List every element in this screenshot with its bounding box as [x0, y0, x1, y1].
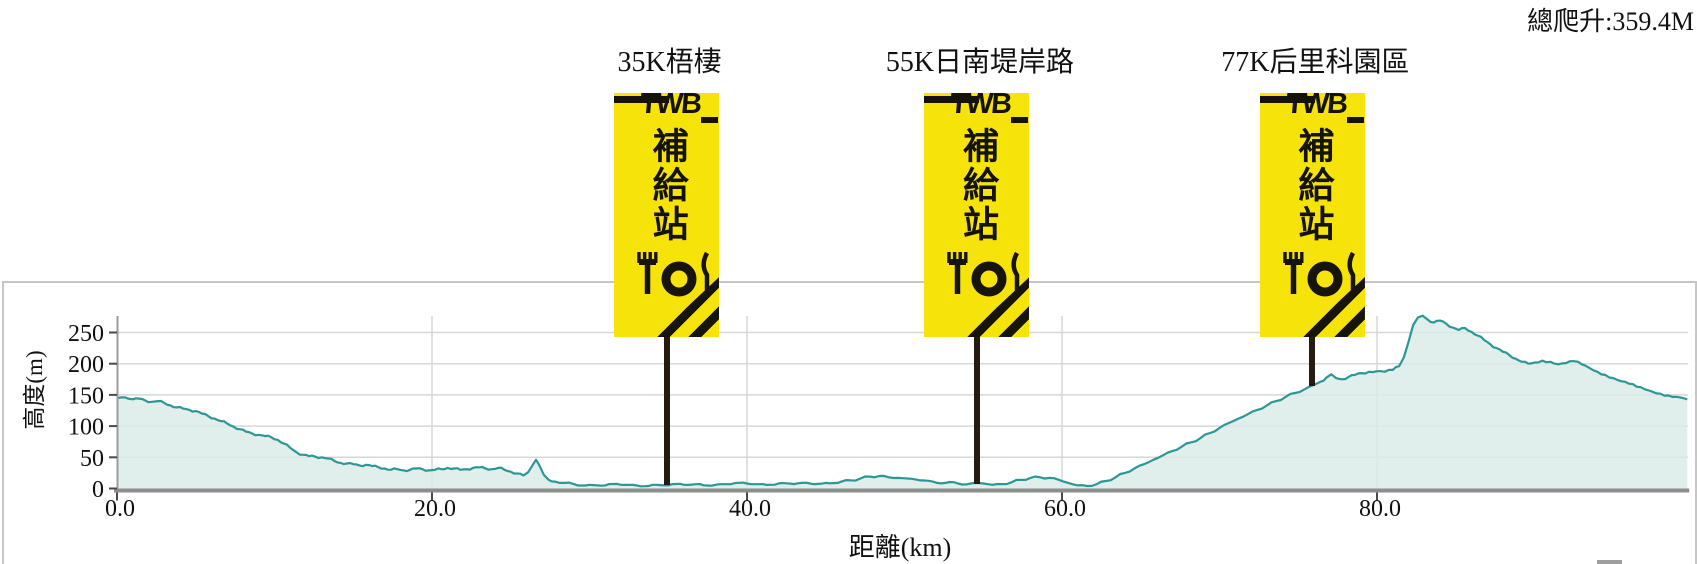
elevation-area-fill: [117, 315, 1688, 490]
station-label-35k: 35K梧棲: [617, 47, 722, 78]
supply-station-banner: TWB 補給站: [614, 88, 720, 337]
supply-station-text: 補給站: [956, 127, 998, 244]
twb-logo-bar-icon: [1011, 117, 1029, 123]
x-tick-label: 60.0: [1044, 496, 1086, 522]
x-tick-label: 40.0: [729, 496, 771, 522]
twb-logo: TWB: [924, 88, 1029, 125]
twb-logo: TWB: [1259, 88, 1365, 125]
flag-pole: [1309, 337, 1316, 386]
tick-marks: [109, 331, 1378, 501]
supply-station-text: 補給站: [1292, 127, 1334, 244]
y-tick-label: 200: [68, 352, 104, 378]
twb-logo-text: TWB: [1284, 88, 1348, 120]
twb-logo-text: TWB: [949, 88, 1012, 120]
flag-pole: [973, 337, 980, 484]
y-tick-label: 250: [68, 321, 104, 347]
y-tick-label: 100: [68, 415, 104, 441]
tick-labels: 250 200 150 100 50 00.0 20.0 40.0 60.0 80.0: [68, 321, 1401, 522]
cropped-element-fragment: [1597, 560, 1622, 564]
x-tick-label: 20.0: [414, 496, 456, 522]
x-axis-title: 距離(km): [848, 533, 952, 562]
twb-logo-bar-icon: [614, 96, 670, 103]
twb-logo-bar-icon: [701, 117, 719, 123]
twb-logo-bar-icon: [924, 96, 980, 103]
twb-logo: TWB: [614, 88, 719, 125]
cutlery-icon: [637, 251, 710, 297]
twb-logo-bar-icon: [1259, 96, 1315, 103]
y-tick-label: 50: [80, 446, 104, 472]
y-tick-label: 0: [92, 477, 104, 503]
supply-station-banner: TWB 補給站: [1259, 88, 1365, 337]
twb-logo-text: TWB: [638, 88, 702, 120]
total-climb-label: 總爬升:359.4M: [1527, 7, 1694, 36]
supply-station-banner: TWB 補給站: [924, 88, 1030, 337]
y-axis-title: 高度(m): [22, 350, 47, 430]
elevation-line: [116, 314, 1688, 488]
cutlery-icon: [1283, 251, 1356, 297]
axes: [114, 316, 1690, 493]
y-tick-label: 150: [68, 383, 104, 409]
x-tick-label: 0.0: [105, 496, 135, 522]
supply-station-text: 補給站: [646, 127, 688, 244]
station-label-55k: 55K日南堤岸路: [885, 47, 1075, 78]
station-label-77k: 77K后里科園區: [1221, 47, 1410, 78]
x-tick-label: 80.0: [1359, 496, 1401, 522]
flag-pole: [663, 337, 670, 486]
cutlery-icon: [947, 251, 1020, 297]
twb-logo-bar-icon: [1346, 117, 1364, 123]
